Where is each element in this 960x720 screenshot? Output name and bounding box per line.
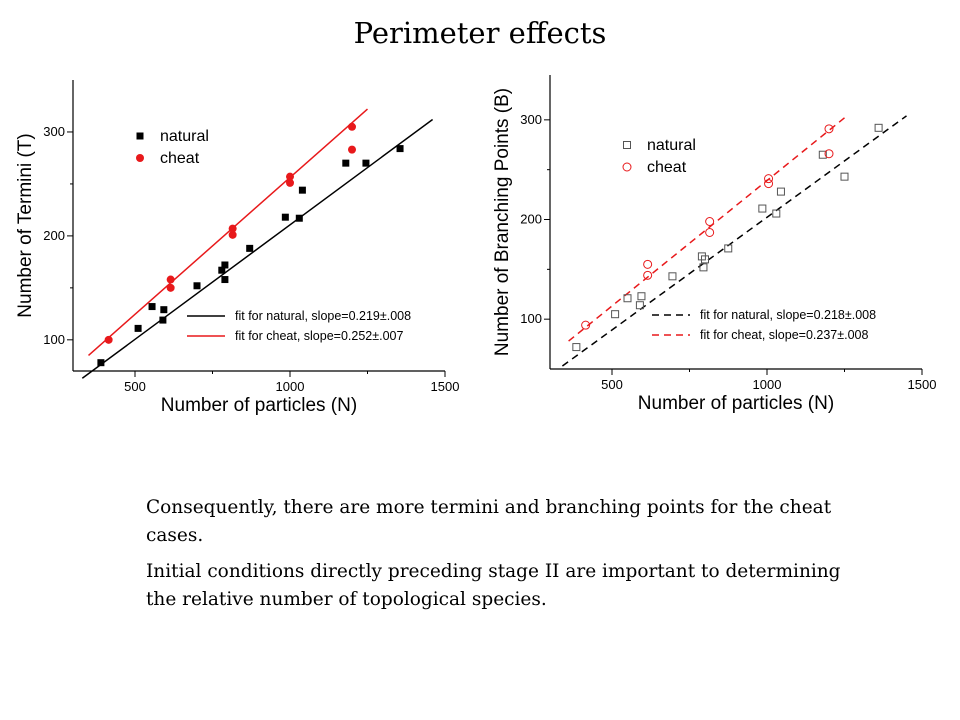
data-point-natural <box>818 150 827 159</box>
termini-chart: 500 1000 1500 100 200 300 Number of particles … <box>15 80 460 416</box>
data-point-cheat <box>764 174 774 184</box>
legend-marker-natural <box>136 132 144 140</box>
data-point-natural <box>840 172 849 181</box>
data-point-cheat <box>764 179 774 189</box>
data-point-natural <box>572 343 581 352</box>
y-tick-label: 100 <box>520 311 542 326</box>
fit-line <box>561 115 907 367</box>
data-point-natural <box>342 159 350 167</box>
slide-notes: Consequently, there are more termini and… <box>146 494 846 622</box>
data-point-natural <box>148 303 156 311</box>
x-tick-label: 500 <box>601 377 623 392</box>
legend-marker-cheat <box>136 154 144 162</box>
data-point-natural <box>776 187 785 196</box>
data-point-cheat <box>824 149 834 159</box>
data-point-natural <box>193 282 201 290</box>
data-point-natural <box>396 145 404 153</box>
y-tick-label: 100 <box>43 332 65 347</box>
x-tick-label: 1500 <box>908 377 937 392</box>
data-point-natural <box>160 306 168 314</box>
data-point-natural <box>623 294 632 303</box>
data-point-cheat <box>166 275 175 284</box>
data-point-natural <box>97 359 105 367</box>
fit-line <box>81 118 434 379</box>
data-point-cheat <box>348 122 356 131</box>
data-point-natural <box>281 213 289 221</box>
x-tick-label: 1000 <box>753 377 782 392</box>
y-tick-label: 300 <box>520 112 542 127</box>
data-point-natural <box>246 244 254 252</box>
data-point-cheat <box>643 259 653 269</box>
data-point-natural <box>295 214 303 222</box>
data-point-cheat <box>228 230 237 239</box>
x-tick-label: 1000 <box>276 379 305 394</box>
legend-marker-cheat <box>622 162 632 172</box>
slide-title: Perimeter effects <box>353 16 607 50</box>
legend-label: natural <box>647 137 696 154</box>
legend-label: natural <box>160 128 209 145</box>
data-point-natural <box>724 244 733 253</box>
data-point-natural <box>134 324 142 332</box>
data-point-cheat <box>286 178 294 187</box>
data-point-natural <box>635 301 644 310</box>
data-point-cheat <box>705 217 715 227</box>
legend-label: cheat <box>160 150 200 167</box>
data-point-natural <box>362 159 370 167</box>
data-point-cheat <box>104 335 113 344</box>
y-axis-label: Number of Termini (T) <box>15 133 36 317</box>
note-paragraph-1: Consequently, there are more termini and… <box>146 497 832 546</box>
data-point-natural <box>637 292 646 301</box>
data-point-cheat <box>824 124 834 134</box>
branching-points-chart: 500 1000 1500 100 200 300 Number of particles … <box>492 75 937 414</box>
note-paragraph-2: Initial conditions directly preceding st… <box>146 561 841 610</box>
y-tick-label: 200 <box>43 228 65 243</box>
y-tick-label: 200 <box>520 212 542 227</box>
data-point-natural <box>221 276 229 284</box>
data-point-natural <box>668 272 677 281</box>
legend-marker-natural <box>623 141 631 149</box>
y-tick-label: 300 <box>43 124 65 139</box>
data-point-cheat <box>286 172 294 181</box>
legend-label: cheat <box>647 159 687 176</box>
data-point-natural <box>772 209 781 218</box>
data-point-cheat <box>643 270 653 280</box>
fit-legend-label: fit for cheat, slope=0.237±.008 <box>700 328 868 342</box>
fit-legend-label: fit for cheat, slope=0.252±.007 <box>235 329 403 343</box>
data-point-natural <box>874 123 883 132</box>
x-tick-label: 500 <box>124 379 146 394</box>
data-point-natural <box>758 204 767 213</box>
x-axis-label: Number of particles (N) <box>638 393 834 414</box>
data-point-cheat <box>166 283 175 292</box>
data-point-cheat <box>228 224 237 233</box>
data-point-natural <box>221 261 229 269</box>
data-point-natural <box>298 186 306 194</box>
fit-legend-label: fit for natural, slope=0.218±.008 <box>700 308 876 322</box>
data-point-natural <box>159 316 167 324</box>
y-axis-label: Number of Branching Points (B) <box>492 88 513 356</box>
data-point-cheat <box>581 320 591 330</box>
data-point-natural <box>611 310 620 319</box>
fit-legend-label: fit for natural, slope=0.219±.008 <box>235 309 411 323</box>
data-point-cheat <box>348 145 356 154</box>
data-point-natural <box>699 263 708 272</box>
fit-line <box>88 108 368 356</box>
data-point-natural <box>701 255 709 264</box>
data-point-natural <box>218 266 226 274</box>
x-tick-label: 1500 <box>431 379 460 394</box>
data-point-cheat <box>705 227 715 237</box>
x-axis-label: Number of particles (N) <box>161 395 357 416</box>
